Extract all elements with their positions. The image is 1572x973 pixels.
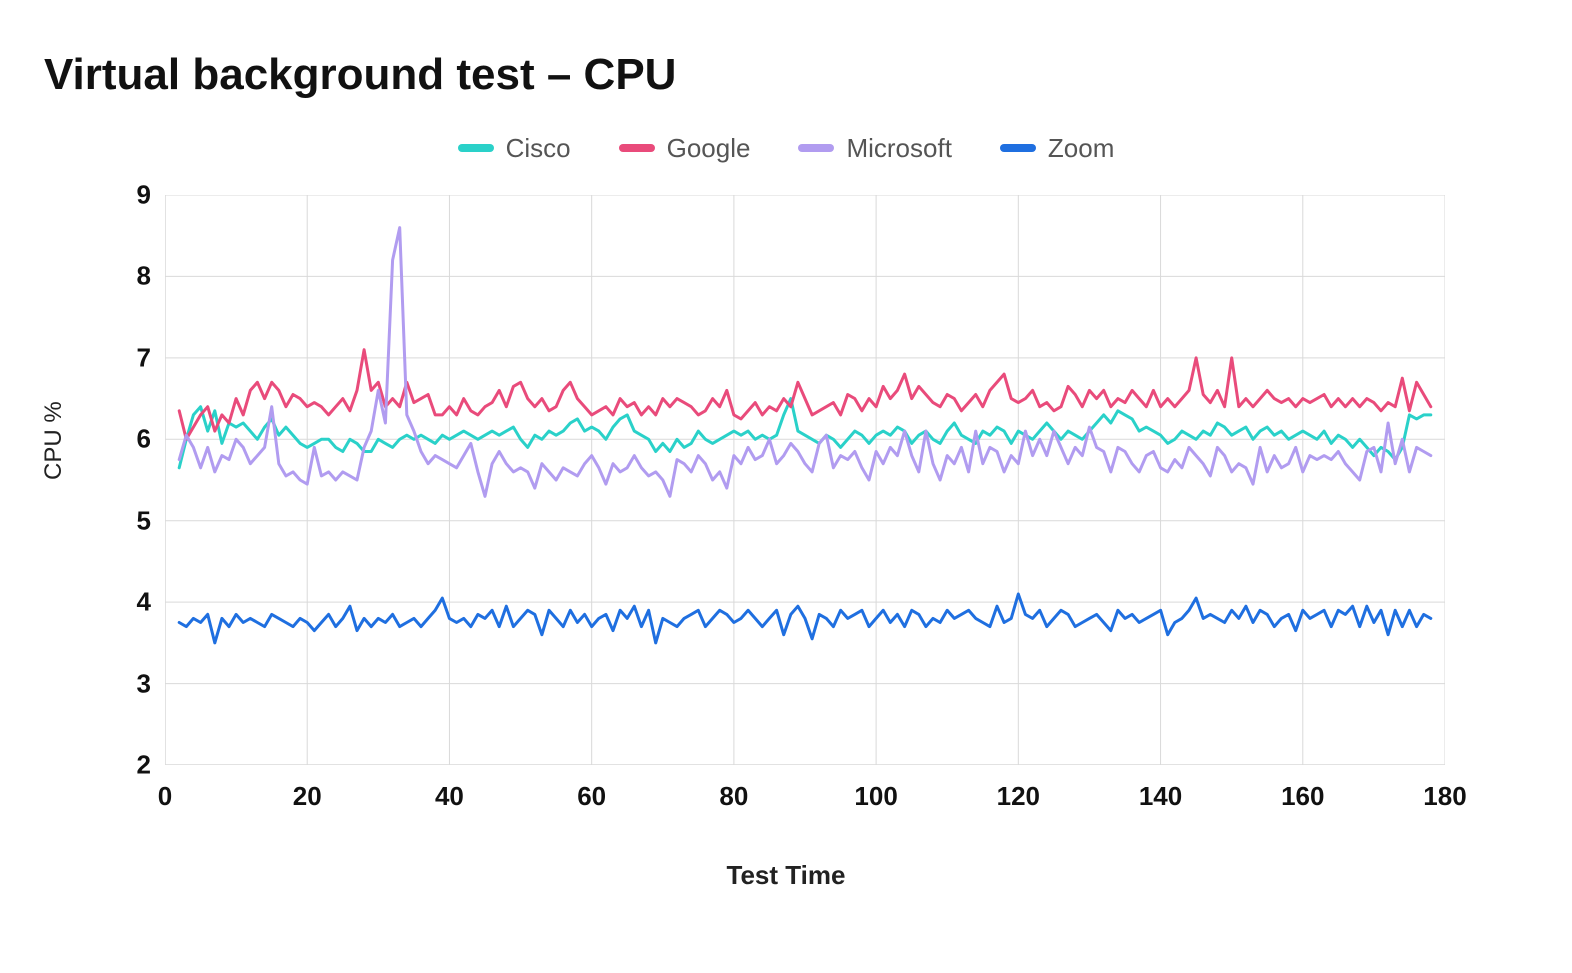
series-zoom	[179, 594, 1431, 643]
legend-swatch	[798, 144, 834, 152]
legend-swatch	[1000, 144, 1036, 152]
x-tick-label: 120	[997, 781, 1040, 812]
x-tick-label: 0	[158, 781, 172, 812]
y-tick-label: 2	[137, 750, 151, 781]
legend-label: Zoom	[1048, 133, 1114, 164]
y-tick-label: 4	[137, 587, 151, 618]
x-tick-label: 80	[719, 781, 748, 812]
legend-item: Google	[619, 133, 751, 164]
x-tick-label: 160	[1281, 781, 1324, 812]
legend-label: Microsoft	[846, 133, 951, 164]
chart-container: Virtual background test – CPU Cisco Googl…	[0, 0, 1572, 973]
y-axis-label: CPU %	[40, 401, 68, 480]
series-google	[179, 350, 1431, 440]
x-tick-label: 60	[577, 781, 606, 812]
y-tick-label: 6	[137, 424, 151, 455]
legend-swatch	[458, 144, 494, 152]
y-tick-label: 7	[137, 342, 151, 373]
legend-swatch	[619, 144, 655, 152]
legend-label: Cisco	[506, 133, 571, 164]
chart-title: Virtual background test – CPU	[44, 50, 676, 100]
x-tick-label: 180	[1423, 781, 1466, 812]
y-tick-label: 8	[137, 261, 151, 292]
plot-area: 23456789020406080100120140160180	[165, 195, 1445, 765]
legend-item: Cisco	[458, 133, 571, 164]
series-cisco	[179, 399, 1431, 468]
x-tick-label: 100	[854, 781, 897, 812]
y-tick-label: 9	[137, 180, 151, 211]
legend-item: Zoom	[1000, 133, 1114, 164]
y-tick-label: 3	[137, 668, 151, 699]
legend: Cisco Google Microsoft Zoom	[0, 128, 1572, 164]
x-axis-label: Test Time	[0, 860, 1572, 891]
y-tick-label: 5	[137, 505, 151, 536]
x-tick-label: 20	[293, 781, 322, 812]
x-tick-label: 40	[435, 781, 464, 812]
x-tick-label: 140	[1139, 781, 1182, 812]
legend-item: Microsoft	[798, 133, 951, 164]
legend-label: Google	[667, 133, 751, 164]
chart-svg	[165, 195, 1445, 765]
